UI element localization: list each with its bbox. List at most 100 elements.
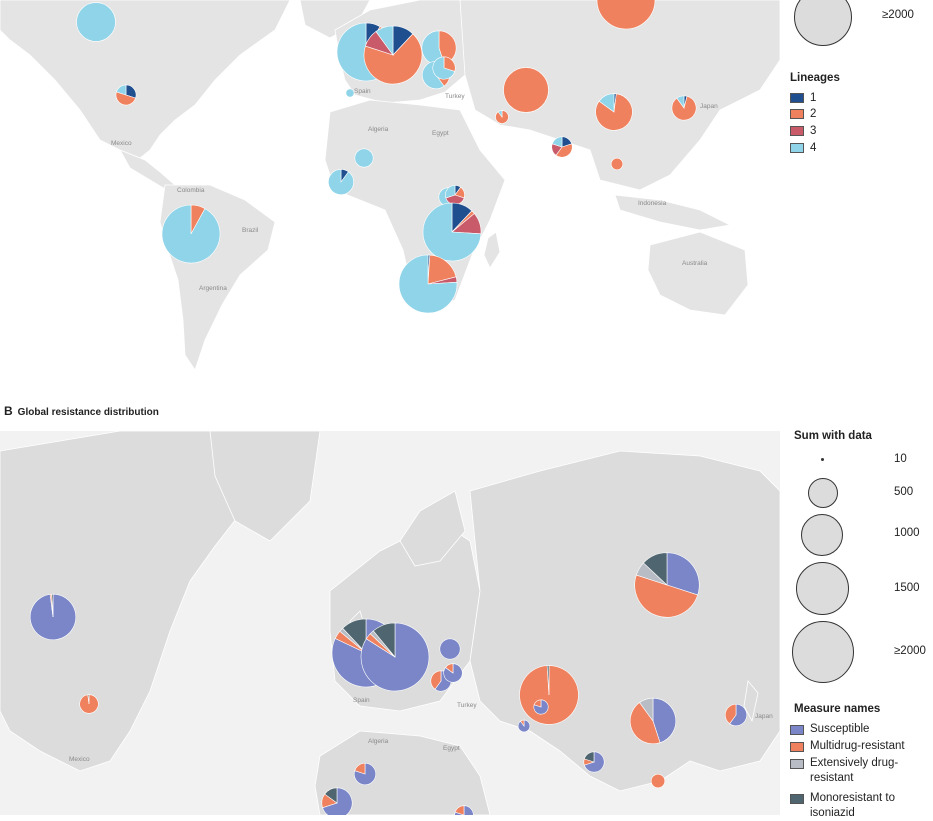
pie-slice xyxy=(497,110,503,118)
pie-guinea xyxy=(328,169,354,195)
size-circle-1000 xyxy=(801,514,843,556)
pie-slice xyxy=(363,33,423,85)
label-mexico: Mexico xyxy=(111,140,132,147)
landmasses xyxy=(0,431,780,815)
pie-slice xyxy=(439,638,461,660)
lineage-label: 2 xyxy=(810,108,817,120)
pie-kazakhstan xyxy=(503,67,549,113)
lineage-item-3: 3 xyxy=(790,125,816,137)
measure-label: Multidrug-resistant xyxy=(810,740,905,752)
madagascar xyxy=(483,231,501,269)
pie-tanzania xyxy=(422,202,482,262)
pie-slice xyxy=(322,787,353,815)
lineage-item-1: 1 xyxy=(790,92,816,104)
pie-thailand xyxy=(610,157,624,171)
lineage-item-4: 4 xyxy=(790,142,816,154)
north-america xyxy=(0,0,291,159)
pie-south-africa xyxy=(398,254,458,314)
resistance-map: Spain Turkey Algeria Egypt Mexico Japan xyxy=(0,431,780,815)
pie-slice xyxy=(533,699,549,715)
pie-poland xyxy=(421,30,457,66)
pie-kazakhstan xyxy=(519,665,579,725)
place-labels-b: Spain Turkey Algeria Egypt Mexico Japan xyxy=(69,697,773,763)
label-turkey: Turkey xyxy=(457,702,477,709)
pie-canada xyxy=(76,2,116,42)
pie-slice xyxy=(533,699,542,708)
lineage-swatch xyxy=(790,93,804,103)
place-labels-a: Spain Turkey Algeria Egypt Mexico Colomb… xyxy=(111,88,718,292)
label-argentina: Argentina xyxy=(199,285,227,292)
sum-with-data-title: Sum with data xyxy=(794,430,872,442)
size-label-1000: 1000 xyxy=(894,527,920,539)
pie-russia xyxy=(596,0,656,30)
pie-india xyxy=(583,751,605,773)
pie-slice xyxy=(345,88,355,98)
pie-slice xyxy=(610,157,624,171)
pie-uganda xyxy=(445,185,465,205)
pie-slice xyxy=(76,2,116,42)
size-label-500: 500 xyxy=(894,486,914,498)
resistance-pies xyxy=(29,552,748,815)
pie-germany xyxy=(363,25,423,85)
pie-slice xyxy=(666,552,700,596)
pie-slice xyxy=(445,663,454,674)
pie-mali xyxy=(354,148,374,168)
pie-slice xyxy=(375,25,394,56)
lineages-title: Lineages xyxy=(790,72,840,84)
pie-slice xyxy=(432,56,456,80)
resistance-map-svg: Spain Turkey Algeria Egypt Mexico Japan xyxy=(0,431,780,815)
japan xyxy=(743,680,759,723)
size-label-2000: ≥2000 xyxy=(894,645,926,657)
pie-mali xyxy=(353,762,377,785)
pie-slice xyxy=(445,185,456,199)
pie-slice xyxy=(503,67,549,113)
pie-germany xyxy=(360,622,430,692)
pie-slice xyxy=(430,670,442,690)
pie-slice xyxy=(729,703,748,726)
pie-slice xyxy=(87,694,90,705)
label-mexico: Mexico xyxy=(69,756,90,763)
size-circle-2000 xyxy=(792,621,854,683)
label-japan: Japan xyxy=(700,103,718,110)
pie-slice xyxy=(454,805,474,815)
pie-hungary xyxy=(432,56,456,80)
measure-swatch xyxy=(790,794,804,804)
pie-slice xyxy=(724,703,737,725)
pie-united-states xyxy=(79,694,99,714)
pie-slice xyxy=(324,787,338,804)
pie-slice xyxy=(353,762,377,785)
lineage-label: 4 xyxy=(810,142,817,154)
pie-slice xyxy=(342,618,367,654)
lineage-map-svg: Spain Turkey Algeria Egypt Mexico Colomb… xyxy=(0,0,780,372)
measure-names-title: Measure names xyxy=(794,703,881,715)
measure-swatch xyxy=(790,742,804,752)
label-turkey: Turkey xyxy=(445,93,465,100)
pie-slice xyxy=(354,762,366,775)
lineage-label: 3 xyxy=(810,125,817,137)
pie-united-states xyxy=(115,84,137,106)
pie-south-korea xyxy=(724,703,748,726)
size-circle-10 xyxy=(821,458,824,461)
label-spain: Spain xyxy=(353,697,370,704)
pie-india xyxy=(551,136,573,158)
label-algeria: Algeria xyxy=(368,126,389,133)
panel-b-letter: B xyxy=(4,404,13,418)
pie-slice xyxy=(454,805,465,815)
label-algeria: Algeria xyxy=(368,738,389,745)
pie-iran xyxy=(517,719,531,733)
measure-item-xdr: Extensively drug-resistant xyxy=(790,756,912,786)
pie-slice xyxy=(676,95,685,109)
pie-slice xyxy=(372,622,396,658)
pie-slice xyxy=(629,702,661,745)
pie-slice xyxy=(596,0,656,30)
pie-slice xyxy=(546,665,550,696)
pie-canada xyxy=(29,593,77,641)
label-japan: Japan xyxy=(755,713,773,720)
africa xyxy=(314,730,491,815)
lineage-label: 1 xyxy=(810,92,817,104)
pie-portugal xyxy=(345,88,355,98)
australia xyxy=(647,231,749,316)
size-label-1500: 1500 xyxy=(894,582,920,594)
pie-slice xyxy=(551,136,563,148)
resistance-legend: Sum with data 10 500 1000 1500 ≥2000 Mea… xyxy=(790,428,933,819)
